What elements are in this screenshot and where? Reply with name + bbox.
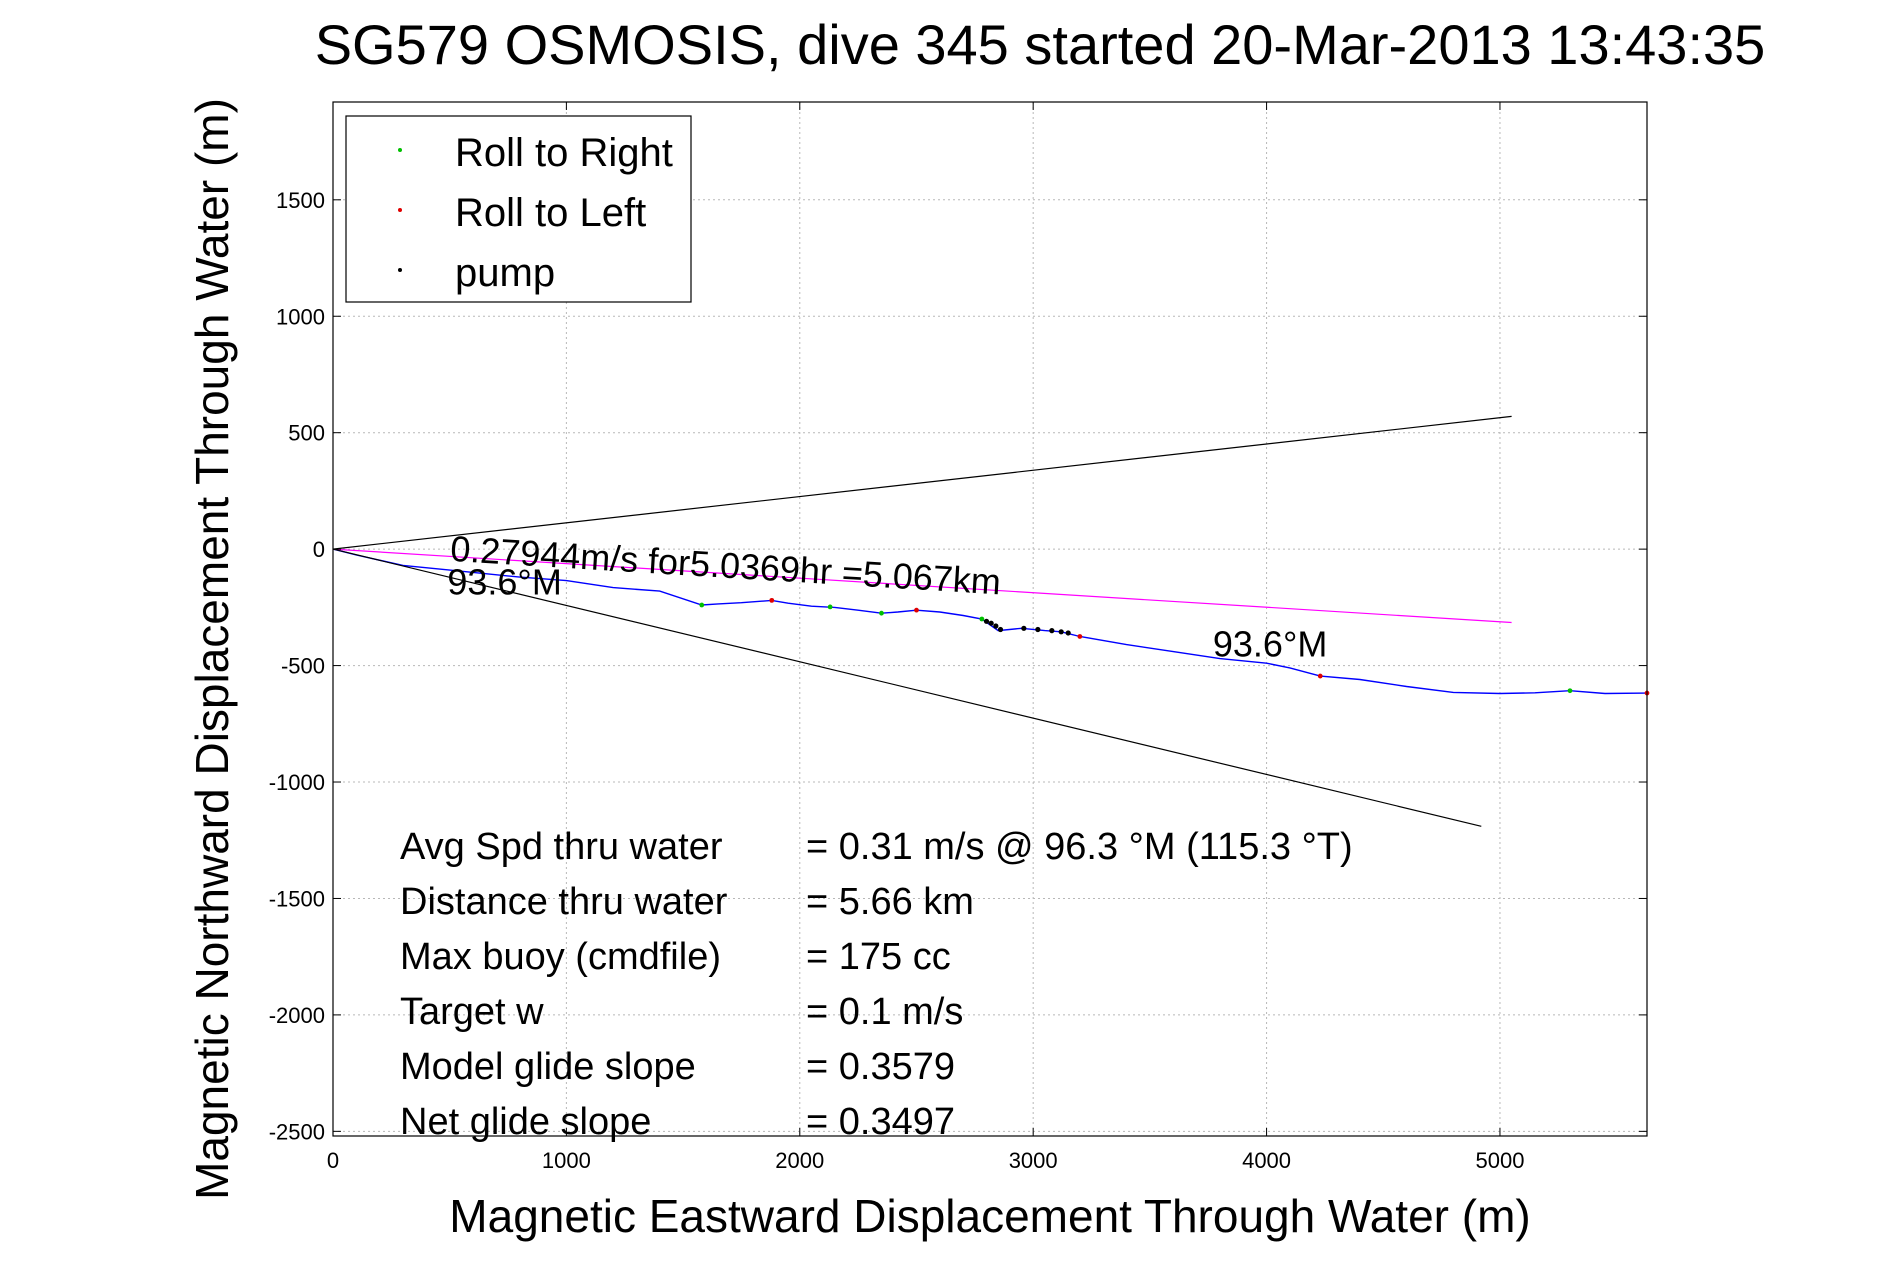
- chart-title: SG579 OSMOSIS, dive 345 started 20-Mar-2…: [315, 13, 1766, 76]
- heading-annotation: 93.6°M: [447, 562, 561, 603]
- legend-marker: [398, 148, 402, 152]
- legend-marker: [398, 268, 402, 272]
- stats-value: = 175 cc: [806, 936, 951, 978]
- series-lines: [332, 415, 1648, 827]
- x-tick-label: 0: [327, 1148, 339, 1173]
- marker-roll-right: [879, 610, 884, 616]
- x-tick-label: 2000: [775, 1148, 824, 1173]
- marker-roll-left: [1077, 634, 1083, 639]
- annotations: 0.27944m/s for5.0369hr =5.067km93.6°M93.…: [447, 528, 1327, 664]
- series-line-2: [332, 415, 1512, 550]
- stats-label: Model glide slope: [400, 1046, 696, 1088]
- y-tick-label: 1000: [276, 304, 325, 329]
- stats-value: = 0.31 m/s @ 96.3 °M (115.3 °T): [806, 826, 1353, 868]
- stats-value: = 0.1 m/s: [806, 991, 963, 1033]
- y-axis-title: Magnetic Northward Displacement Through …: [186, 98, 238, 1200]
- y-tick-label: 500: [288, 421, 325, 446]
- stats-label: Max buoy (cmdfile): [400, 936, 721, 978]
- x-axis-title: Magnetic Eastward Displacement Through W…: [449, 1190, 1530, 1242]
- marker-pump: [993, 623, 999, 629]
- marker-roll-left: [769, 597, 775, 603]
- marker-pump: [1021, 625, 1027, 631]
- series-line-0: [332, 548, 1648, 695]
- stats-table: Avg Spd thru water = 0.31 m/s @ 96.3 °M (…: [400, 826, 1353, 1143]
- legend-box: [345, 115, 692, 303]
- series-line-1: [332, 548, 1512, 624]
- legend-label: Roll to Right: [455, 131, 673, 175]
- series-markers: [699, 597, 1650, 696]
- stats-value: = 0.3497: [806, 1101, 955, 1143]
- stats-label: Net glide slope: [400, 1101, 651, 1143]
- legend: Roll to Right Roll to Left pump: [345, 115, 692, 303]
- y-tick-label: -1500: [269, 886, 325, 911]
- stats-label: Target w: [400, 991, 544, 1033]
- stats-label: Distance thru water: [400, 881, 728, 923]
- stats-value: = 0.3579: [806, 1046, 955, 1088]
- marker-roll-right: [827, 604, 833, 610]
- x-tick-label: 5000: [1475, 1148, 1524, 1173]
- series-line-3: [332, 548, 1482, 827]
- legend-label: pump: [455, 251, 555, 295]
- heading-annotation: 93.6°M: [1213, 623, 1327, 664]
- marker-pump: [997, 626, 1004, 633]
- x-tick-label: 4000: [1242, 1148, 1291, 1173]
- marker-pump: [988, 620, 994, 626]
- y-tick-label: -1000: [269, 770, 325, 795]
- y-tick-label: -2000: [269, 1003, 325, 1028]
- legend-label: Roll to Left: [455, 191, 646, 235]
- marker-roll-right: [979, 616, 985, 622]
- marker-pump: [1049, 628, 1055, 634]
- marker-roll-left: [914, 607, 919, 613]
- plot-frame: [332, 101, 1648, 1137]
- marker-roll-right: [699, 602, 705, 608]
- marker-pump: [1065, 630, 1071, 636]
- y-tick-label: -500: [281, 654, 325, 679]
- marker-pump: [1035, 626, 1041, 633]
- marker-pump: [983, 618, 990, 624]
- x-tick-label: 3000: [1009, 1148, 1058, 1173]
- legend-marker: [398, 208, 402, 212]
- marker-roll-right: [1567, 688, 1573, 694]
- y-tick-label: 0: [313, 537, 325, 562]
- stats-value: = 5.66 km: [806, 881, 974, 923]
- y-tick-label: 1500: [276, 188, 325, 213]
- x-tick-label: 1000: [542, 1148, 591, 1173]
- axis-ticks: 0 1000 2000 3000 4000 5000-2500-2000-1500-100…: [269, 102, 1647, 1173]
- y-tick-label: -2500: [269, 1119, 325, 1144]
- marker-pump: [1058, 629, 1064, 635]
- grid-lines: [333, 102, 1647, 1136]
- marker-roll-left: [1317, 673, 1323, 679]
- stats-label: Avg Spd thru water: [400, 826, 723, 868]
